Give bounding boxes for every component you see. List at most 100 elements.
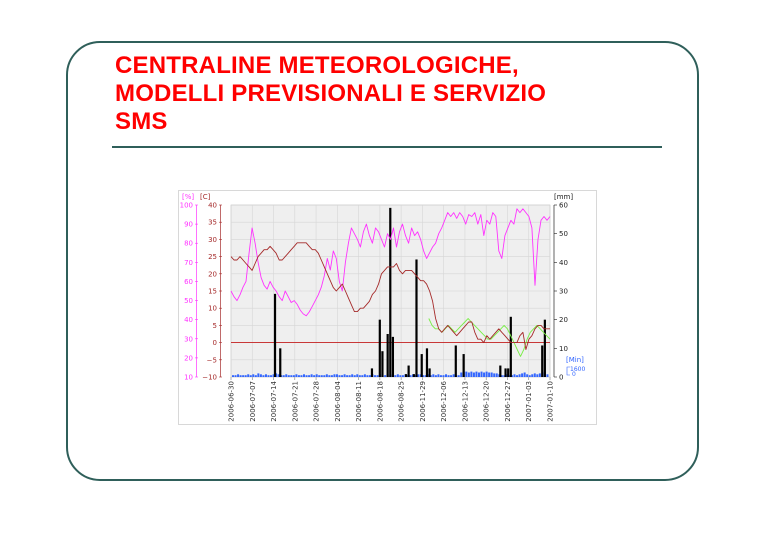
radiation-bar (490, 372, 493, 377)
rain-bar (391, 336, 395, 377)
temperature-tick-label: −5 (207, 356, 217, 364)
temperature-tick-label: 40 (208, 202, 217, 210)
x-tick-label: 2006-07-07 (249, 381, 257, 422)
rain-tick-label: 50 (559, 230, 568, 238)
rain-bar (454, 345, 457, 377)
radiation-bar (518, 374, 521, 377)
radiation-bar (295, 374, 298, 377)
radiation-bar (460, 372, 463, 377)
radiation-bar (396, 374, 399, 377)
rain-bar (404, 374, 408, 377)
radiation-bar (399, 375, 402, 377)
radiation-bar (409, 375, 412, 377)
radiation-bar (417, 374, 420, 377)
title-underline (112, 146, 662, 148)
radiation-bar (439, 375, 442, 377)
radiation-bar (510, 375, 513, 377)
radiation-bar (503, 375, 506, 377)
radiation-bar (277, 374, 280, 377)
radiation-bar (287, 375, 290, 377)
radiation-bar (376, 375, 379, 377)
radiation-bar (247, 374, 250, 377)
radiation-bar (508, 375, 511, 377)
humidity-tick-label: 100 (180, 202, 193, 210)
radiation-bar (343, 374, 346, 377)
radiation-bar (536, 374, 539, 377)
radiation-bar (513, 374, 516, 377)
rain-bar (425, 348, 429, 377)
rain-bar (420, 354, 423, 377)
humidity-tick-label: 60 (184, 278, 193, 286)
radiation-bar (533, 373, 536, 377)
radiation-bar (282, 375, 285, 377)
radiation-bar (361, 375, 364, 377)
radiation-bar (526, 374, 529, 377)
radiation-bar (485, 371, 488, 377)
radiation-bar (475, 371, 478, 377)
radiation-bar (310, 374, 313, 377)
radiation-bar (516, 375, 519, 377)
radiation-bar (363, 374, 366, 377)
radiation-bar (422, 375, 425, 377)
weather-chart-svg: 2006-06-30 2006-07-07 2006-07-14 2006-07-21… (180, 193, 586, 422)
radiation-bar (335, 374, 338, 377)
radiation-bar (292, 375, 295, 377)
slide-title: CENTRALINE METEOROLOGICHE, MODELLI PREVI… (115, 52, 547, 135)
radiation-bar (427, 374, 430, 377)
rain-bar (381, 351, 384, 377)
radiation-bar (341, 375, 344, 377)
x-tick-label: 2006-12-13 (461, 381, 469, 422)
radiation-bar (467, 372, 470, 377)
radiation-bar (330, 375, 333, 377)
radiation-bar (249, 375, 252, 377)
radiation-bar (445, 374, 448, 377)
radiation-bar (472, 372, 475, 377)
radiation-bar (470, 371, 473, 377)
radiation-bar (434, 375, 437, 377)
radiation-axis-label: [Min] (566, 356, 584, 364)
radiation-bar (272, 374, 275, 377)
x-tick-label: 2006-08-25 (398, 381, 406, 422)
radiation-bar (495, 373, 498, 377)
rain-tick-label: 60 (559, 202, 568, 210)
radiation-bar (528, 375, 531, 377)
x-tick-label: 2006-12-20 (483, 381, 491, 422)
temperature-tick-label: 0 (213, 339, 217, 347)
rain-bar (273, 293, 277, 377)
radiation-bar (320, 375, 323, 377)
radiation-tick-top: 1600 (570, 366, 585, 373)
radiation-bar (351, 374, 354, 377)
rain-tick-label: 10 (559, 345, 568, 353)
rain-tick-label: 30 (559, 288, 568, 296)
radiation-bar (308, 375, 311, 377)
rain-bar (507, 368, 510, 377)
radiation-bar (429, 375, 432, 377)
radiation-bar (323, 375, 326, 377)
rain-bar (462, 354, 465, 377)
x-tick-label: 2006-08-11 (355, 381, 363, 422)
rain-bar (279, 348, 282, 377)
radiation-bar (267, 375, 270, 377)
radiation-bar (366, 375, 369, 377)
radiation-bar (394, 375, 397, 377)
temperature-tick-label: 25 (208, 253, 217, 261)
radiation-bar (333, 374, 336, 377)
rain-bar (378, 319, 381, 377)
radiation-bar (270, 375, 273, 377)
humidity-tick-label: 30 (184, 335, 193, 343)
radiation-bar (232, 375, 234, 377)
radiation-bar (531, 374, 534, 377)
radiation-bar (348, 375, 351, 377)
temperature-tick-label: 20 (208, 270, 217, 278)
rain-axis-label: [mm] (554, 193, 573, 201)
radiation-bar (480, 371, 483, 377)
radiation-bar (264, 374, 267, 377)
radiation-bar (465, 371, 468, 377)
rain-bar (386, 334, 389, 377)
radiation-bar (300, 375, 303, 377)
humidity-tick-label: 80 (184, 240, 193, 248)
temperature-tick-label: 35 (208, 219, 217, 227)
temperature-tick-label: −10 (202, 374, 217, 382)
radiation-bar (450, 375, 453, 377)
radiation-bar (368, 375, 371, 377)
